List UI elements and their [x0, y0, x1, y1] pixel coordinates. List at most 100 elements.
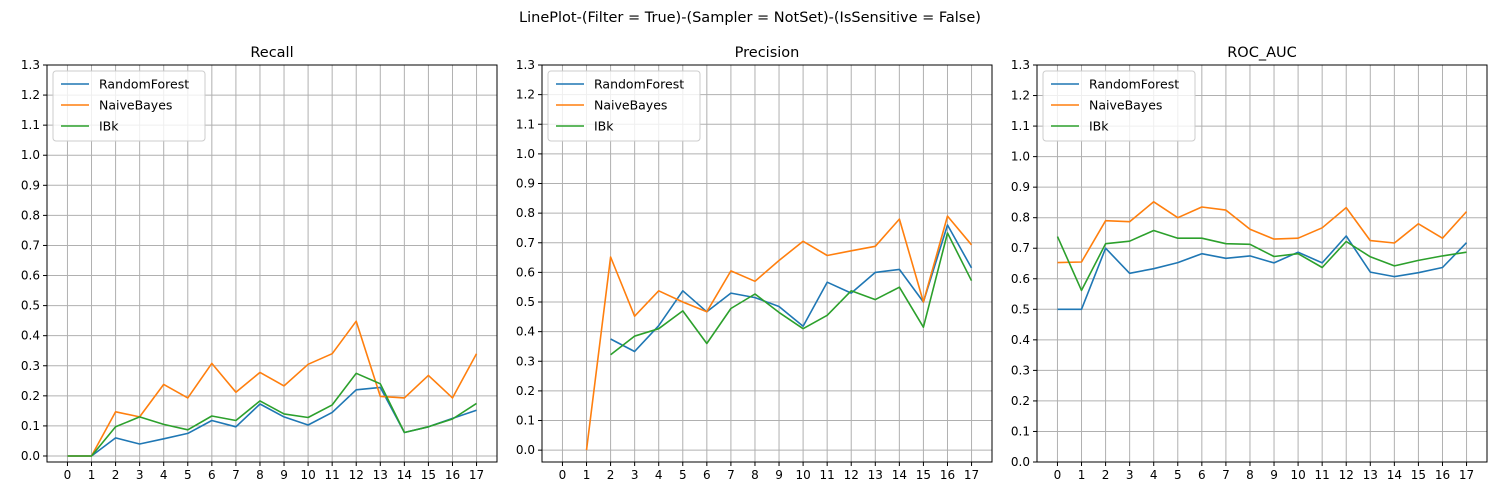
subplot-precision: 0.0 0.1 0.2 0.3 0.4 0.5 0.6 0.7 0.8 0.9 1.0 1.1 1.2 1… — [516, 45, 993, 482]
series-line-naivebayes — [67, 320, 478, 457]
series-line-ibk — [1056, 229, 1467, 292]
x-tick-label: 6 — [703, 468, 711, 482]
y-tick-label: 0.5 — [21, 299, 40, 313]
y-tick-label: 0.4 — [516, 325, 535, 339]
series-line-naivebayes — [585, 215, 973, 451]
x-tick-label: 9 — [1270, 468, 1278, 482]
y-tick-label: 1.3 — [21, 58, 40, 72]
legend-label: IBk — [1089, 119, 1109, 134]
x-tick-label: 0 — [64, 468, 72, 482]
x-tick-label: 1 — [88, 468, 96, 482]
series-line-ibk — [610, 232, 973, 356]
y-tick-label: 0.3 — [516, 354, 535, 368]
x-tick-label: 1 — [1078, 468, 1086, 482]
y-tick-label: 0.0 — [516, 443, 535, 457]
subplot-title: Recall — [250, 45, 293, 61]
x-tick-label: 13 — [373, 468, 388, 482]
x-tick-label: 2 — [1102, 468, 1110, 482]
legend-label: NaiveBayes — [594, 98, 667, 113]
x-tick-label: 17 — [469, 468, 484, 482]
x-tick-label: 10 — [1290, 468, 1305, 482]
x-tick-label: 15 — [1411, 468, 1426, 482]
y-tick-label: 1.1 — [21, 118, 40, 132]
x-tick-label: 4 — [1150, 468, 1158, 482]
legend: RandomForest NaiveBayes IBk — [1042, 70, 1196, 142]
y-tick-label: 1.0 — [1011, 150, 1030, 164]
x-tick-label: 8 — [751, 468, 759, 482]
y-tick-label: 0.5 — [1011, 302, 1030, 316]
x-tick-label: 10 — [300, 468, 315, 482]
x-tick-label: 11 — [1315, 468, 1330, 482]
y-tick-label: 1.0 — [21, 148, 40, 162]
y-tick-label: 1.1 — [516, 117, 535, 131]
x-tick-label: 11 — [820, 468, 835, 482]
legend: RandomForest NaiveBayes IBk — [52, 70, 206, 142]
axes-frame — [46, 64, 498, 463]
legend-label: NaiveBayes — [99, 98, 172, 113]
x-tick-label: 12 — [349, 468, 364, 482]
x-tick-label: 14 — [892, 468, 907, 482]
y-tick-label: 0.3 — [21, 359, 40, 373]
y-tick-label: 0.3 — [1011, 363, 1030, 377]
x-tick-label: 2 — [112, 468, 120, 482]
x-tick-label: 3 — [136, 468, 144, 482]
subplot-roc-auc: 0.0 0.1 0.2 0.3 0.4 0.5 0.6 0.7 0.8 0.9 1.0 1.1 1.2 1… — [1011, 45, 1488, 482]
x-tick-label: 14 — [1387, 468, 1402, 482]
y-tick-label: 1.3 — [1011, 58, 1030, 72]
y-tick-label: 1.0 — [516, 147, 535, 161]
y-tick-label: 0.8 — [516, 206, 535, 220]
y-tick-label: 1.2 — [21, 88, 40, 102]
x-tick-label: 0 — [559, 468, 567, 482]
x-tick-label: 5 — [184, 468, 192, 482]
y-tick-label: 1.3 — [516, 58, 535, 72]
axes-frame — [1036, 64, 1488, 463]
series-line-naivebayes — [1057, 201, 1468, 264]
y-tick-label: 0.1 — [1011, 424, 1030, 438]
x-tick-label: 8 — [1246, 468, 1254, 482]
series-line-ibk — [67, 372, 477, 457]
legend-label: IBk — [594, 119, 614, 134]
legend-label: IBk — [99, 119, 119, 134]
x-tick-label: 11 — [325, 468, 340, 482]
x-tick-label: 16 — [940, 468, 955, 482]
y-tick-label: 0.1 — [21, 419, 40, 433]
y-tick-label: 0.2 — [21, 389, 40, 403]
x-tick-label: 6 — [1198, 468, 1206, 482]
y-tick-label: 0.4 — [21, 329, 40, 343]
x-tick-label: 6 — [208, 468, 216, 482]
legend-box — [52, 70, 206, 142]
legend-label: NaiveBayes — [1089, 98, 1162, 113]
x-tick-label: 0 — [1054, 468, 1062, 482]
y-tick-label: 0.0 — [1011, 455, 1030, 469]
x-tick-label: 12 — [844, 468, 859, 482]
x-tick-label: 2 — [607, 468, 615, 482]
figure-suptitle: LinePlot-(Filter = True)-(Sampler = NotS… — [519, 10, 981, 26]
x-tick-label: 9 — [280, 468, 288, 482]
series-line-randomforest — [610, 224, 973, 353]
x-tick-label: 5 — [679, 468, 687, 482]
x-tick-label: 15 — [421, 468, 436, 482]
y-tick-label: 0.2 — [516, 384, 535, 398]
x-tick-label: 7 — [727, 468, 735, 482]
y-tick-label: 0.9 — [516, 177, 535, 191]
x-tick-label: 17 — [964, 468, 979, 482]
y-tick-label: 0.6 — [21, 269, 40, 283]
x-tick-label: 5 — [1174, 468, 1182, 482]
x-tick-label: 10 — [795, 468, 810, 482]
legend-label: RandomForest — [594, 77, 684, 92]
y-tick-label: 0.6 — [516, 265, 535, 279]
x-tick-label: 16 — [1435, 468, 1450, 482]
y-tick-label: 0.4 — [1011, 333, 1030, 347]
legend-box — [1042, 70, 1196, 142]
subplot-recall: 0.0 0.1 0.2 0.3 0.4 0.5 0.6 0.7 0.8 0.9 1.0 1.1 1.2 1… — [21, 45, 498, 482]
x-tick-label: 3 — [1126, 468, 1134, 482]
y-tick-label: 0.7 — [21, 238, 40, 252]
x-tick-label: 13 — [868, 468, 883, 482]
x-tick-label: 13 — [1363, 468, 1378, 482]
y-tick-label: 0.8 — [21, 208, 40, 222]
y-tick-label: 1.1 — [1011, 119, 1030, 133]
legend-label: RandomForest — [1089, 77, 1179, 92]
x-tick-label: 9 — [775, 468, 783, 482]
